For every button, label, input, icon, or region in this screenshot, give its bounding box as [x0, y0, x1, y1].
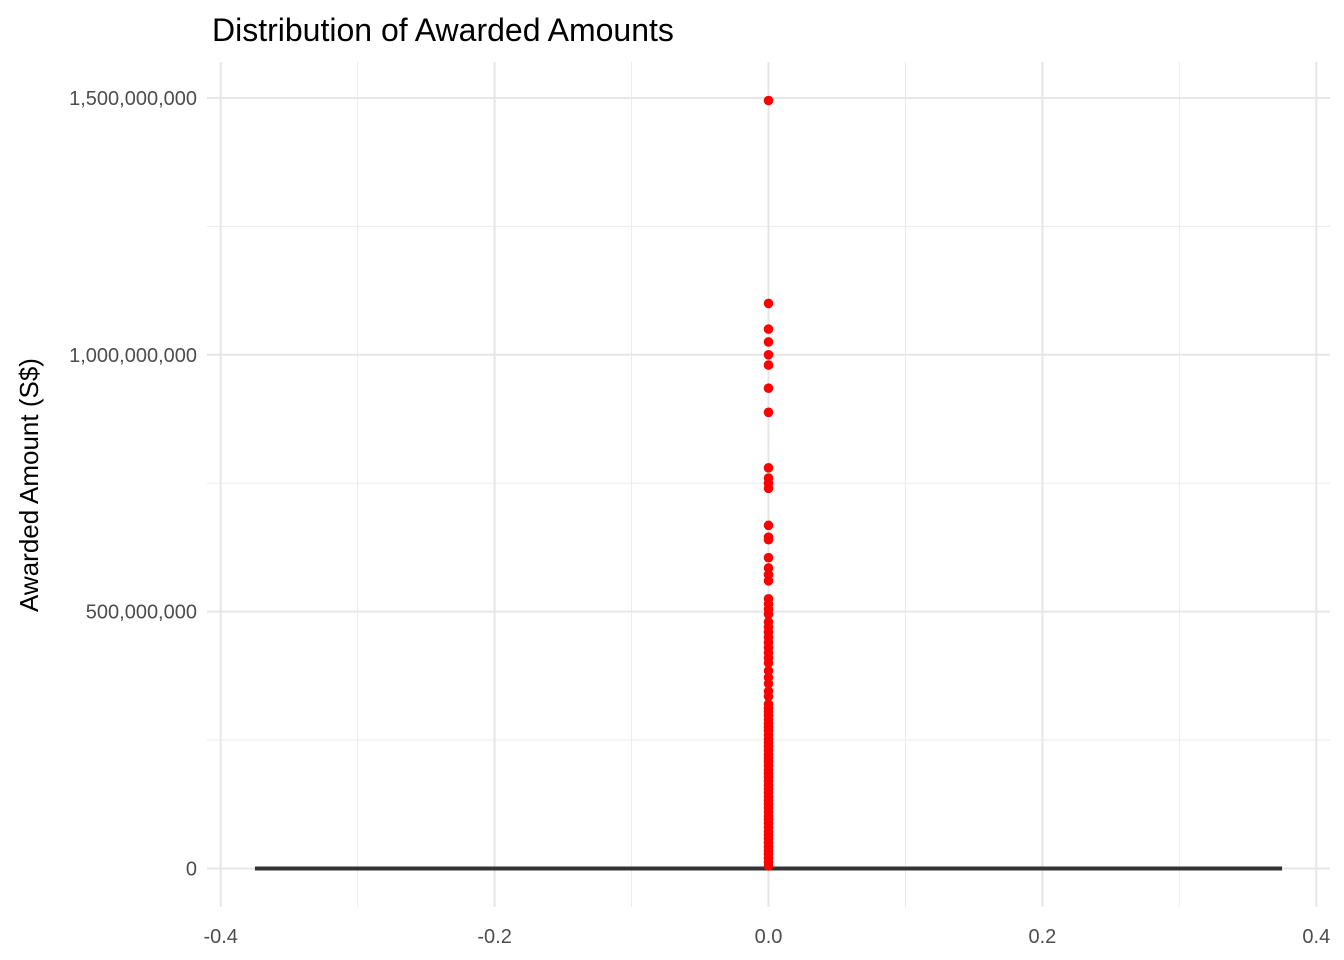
outlier-point: [763, 534, 774, 545]
outlier-point: [763, 665, 774, 676]
x-tick-label: 0.0: [755, 926, 783, 948]
outlier-point: [763, 609, 774, 620]
outlier-point: [763, 861, 774, 871]
outlier-point: [763, 383, 774, 393]
y-tick-label: 1,000,000,000: [69, 345, 197, 367]
outlier-point: [763, 360, 774, 370]
outlier-point: [763, 552, 774, 563]
outlier-point: [763, 658, 774, 668]
outlier-point: [763, 691, 774, 702]
outlier-point: [763, 95, 774, 106]
outlier-point: [763, 407, 774, 418]
x-tick-label: 0.4: [1302, 926, 1330, 948]
y-tick-label: 1,500,000,000: [69, 88, 197, 110]
x-tick-label: 0.2: [1028, 926, 1056, 948]
y-tick-label: 0: [186, 858, 197, 880]
outlier-point: [763, 678, 774, 689]
outlier-point: [763, 337, 774, 347]
outlier-point: [763, 463, 774, 473]
y-tick-label: 500,000,000: [86, 602, 197, 624]
outlier-point: [763, 520, 774, 531]
x-tick-label: -0.2: [477, 926, 511, 948]
outlier-point: [763, 576, 774, 586]
outlier-point: [763, 298, 774, 309]
outlier-point: [763, 349, 774, 360]
outlier-point: [763, 563, 774, 573]
x-axis-ticks: -0.4 -0.2 0.0 0.2 0.4: [203, 926, 1330, 948]
outlier-point: [763, 483, 774, 494]
y-axis-ticks: 0 500,000,000 1,000,000,000 1,500,000,000: [69, 88, 197, 881]
x-tick-label: -0.4: [203, 926, 237, 948]
outlier-points: [763, 95, 774, 871]
outlier-point: [763, 324, 774, 334]
chart-title: Distribution of Awarded Amounts: [212, 12, 674, 48]
y-axis-label: Awarded Amount (S$): [14, 358, 44, 612]
